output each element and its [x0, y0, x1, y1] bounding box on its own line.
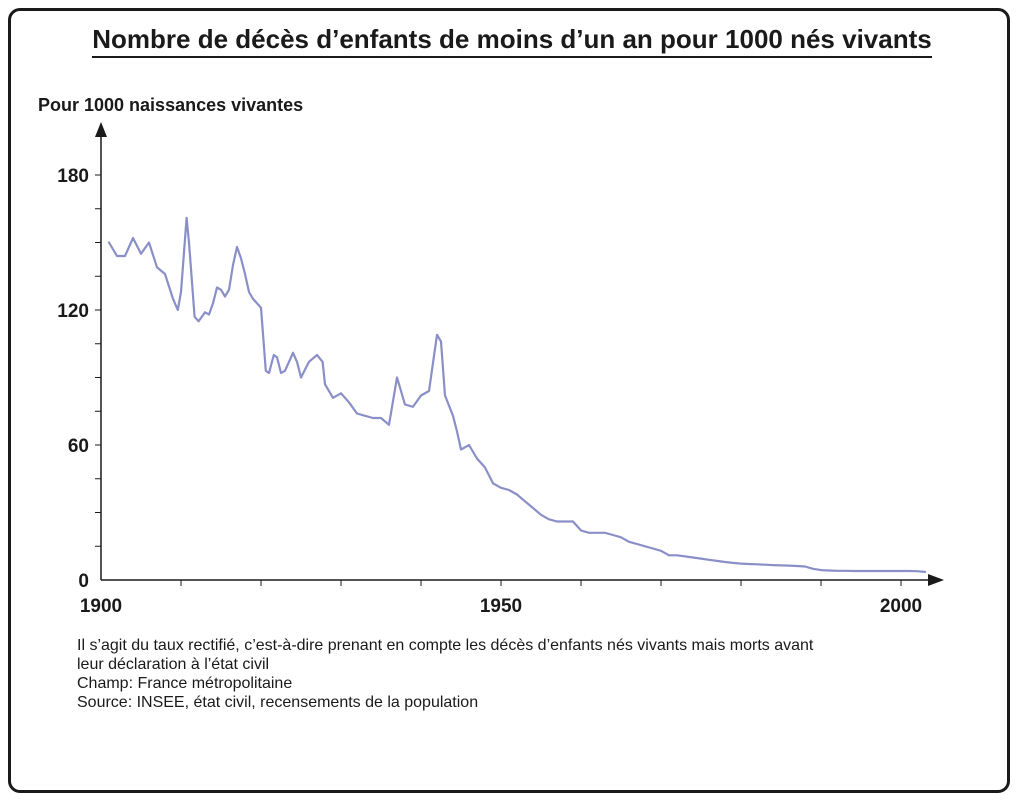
- x-tick-label: 1950: [480, 596, 522, 617]
- chart-frame: [8, 8, 1010, 793]
- x-tick-label: 2000: [880, 596, 922, 617]
- note-line-1: Il s’agit du taux rectifié, c’est-à-dire…: [77, 637, 814, 654]
- x-axis-arrow: [928, 574, 944, 586]
- y-tick-label: 180: [57, 166, 89, 187]
- y-tick-label: 60: [68, 436, 89, 457]
- x-tick-label: 1900: [80, 596, 122, 617]
- note-line-2: leur déclaration à l’état civil: [77, 656, 270, 673]
- note-line-4: Source: INSEE, état civil, recensements …: [77, 694, 479, 711]
- note-line-3: Champ: France métropolitaine: [77, 675, 293, 692]
- y-tick-label: 120: [57, 301, 89, 322]
- chart-title: Nombre de décès d’enfants de moins d’un …: [0, 24, 1024, 58]
- chart-title-text: Nombre de décès d’enfants de moins d’un …: [92, 24, 932, 58]
- series-line-1: [107, 216, 927, 573]
- y-axis-arrow: [95, 122, 107, 137]
- y-tick-label: 0: [78, 571, 89, 592]
- chart-notes: Il s’agit du taux rectifié, c’est-à-dire…: [77, 636, 977, 712]
- y-axis-label: Pour 1000 naissances vivantes: [38, 95, 304, 115]
